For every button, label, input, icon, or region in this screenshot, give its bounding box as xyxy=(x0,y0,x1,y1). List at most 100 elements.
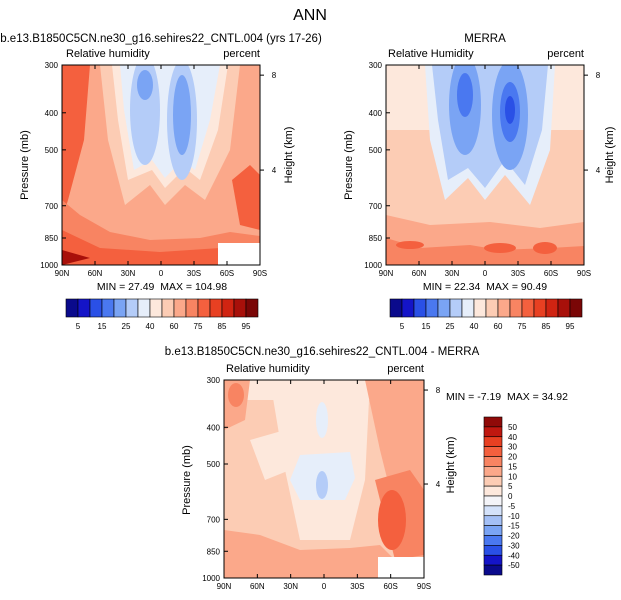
colorbar-label: 95 xyxy=(242,322,251,331)
colorbar-swatch xyxy=(209,298,223,318)
y-tick-label: 1000 xyxy=(40,261,58,270)
colorbar-swatch xyxy=(483,535,503,546)
colorbar-swatch xyxy=(89,298,103,318)
colorbar-label: 95 xyxy=(566,322,575,331)
colorbar-swatch xyxy=(101,298,115,318)
x-tick-label: 0 xyxy=(483,269,488,278)
panel-diff-left-subtitle: Relative humidity xyxy=(226,363,310,375)
colorbar-label: 5 xyxy=(400,322,405,331)
panel-model-y2label: Height (km) xyxy=(283,127,295,184)
colorbar-swatch xyxy=(173,298,187,318)
colorbar-swatch xyxy=(413,298,427,318)
colorbar-label: -20 xyxy=(508,532,520,541)
colorbar-swatch xyxy=(483,554,503,566)
colorbar-label: 0 xyxy=(508,492,513,501)
panel-model-title: b.e13.B1850C5CN.ne30_g16.sehires22_CNTL.… xyxy=(0,33,322,45)
colorbar-label: -10 xyxy=(508,512,520,521)
x-tick-label: 90S xyxy=(577,269,591,278)
y-tick-label: 700 xyxy=(369,202,383,211)
colorbar-label: -30 xyxy=(508,541,520,550)
y-tick-label: 400 xyxy=(207,423,221,432)
colorbar-label: -15 xyxy=(508,522,520,531)
x-tick-label: 30N xyxy=(445,269,460,278)
colorbar-swatch xyxy=(461,298,475,318)
y-tick-label: 500 xyxy=(207,460,221,469)
x-tick-label: 90S xyxy=(417,582,431,591)
colorbar-label: 40 xyxy=(470,322,479,331)
panel-model: b.e13.B1850C5CN.ne30_g16.sehires22_CNTL.… xyxy=(0,33,322,293)
colorbar-label: 25 xyxy=(446,322,455,331)
y-tick-label: 1000 xyxy=(364,261,382,270)
colorbar-swatch xyxy=(545,298,559,318)
colorbar-label: 15 xyxy=(508,462,517,471)
colorbar-swatch xyxy=(483,525,503,536)
colorbar-swatch xyxy=(233,298,247,318)
x-tick-label: 90N xyxy=(379,269,394,278)
x-tick-label: 30N xyxy=(121,269,136,278)
x-tick-label: 0 xyxy=(159,269,164,278)
y2-tick-label: 4 xyxy=(596,166,601,175)
colorbar-label: 30 xyxy=(508,443,517,452)
y2-tick-label: 8 xyxy=(272,71,277,80)
x-tick-label: 30N xyxy=(283,582,298,591)
panel-merra-axes: 90N 60N 30N 0 30S 60S 90S 300 400 500 700 850 1000 8 4 xyxy=(364,61,601,278)
colorbar-swatch xyxy=(569,298,583,318)
colorbar-swatch xyxy=(161,298,175,318)
colorbar-swatch xyxy=(485,298,499,318)
x-tick-label: 90N xyxy=(217,582,232,591)
y-tick-label: 300 xyxy=(369,61,383,70)
x-tick-label: 0 xyxy=(322,582,327,591)
x-tick-label: 30S xyxy=(187,269,201,278)
colorbar-swatch xyxy=(483,495,503,507)
y-tick-label: 400 xyxy=(369,109,383,118)
colorbar-swatch xyxy=(509,298,523,318)
colorbar-label: 75 xyxy=(518,322,527,331)
colorbar-swatch xyxy=(125,298,139,318)
panel-model-contours xyxy=(62,65,260,265)
colorbar-swatch xyxy=(437,298,451,318)
colorbar-swatch xyxy=(185,298,199,318)
colorbar-label: 60 xyxy=(170,322,179,331)
panel-diff-axes: 90N 60N 30N 0 30S 60S 90S 300 400 500 700 850 1000 8 4 xyxy=(202,376,441,591)
x-tick-label: 30S xyxy=(350,582,364,591)
x-tick-label: 60S xyxy=(544,269,558,278)
y-tick-label: 500 xyxy=(45,146,59,155)
colorbar-swatch xyxy=(425,298,439,318)
y2-tick-label: 4 xyxy=(436,480,441,489)
colorbar-label: -5 xyxy=(508,502,516,511)
colorbar-swatch xyxy=(483,545,503,556)
panel-diff-stats: MIN = -7.19 MAX = 34.92 xyxy=(446,391,568,403)
x-tick-label: 90S xyxy=(253,269,267,278)
colorbar-label: 20 xyxy=(508,453,517,462)
colorbar-merra: 5 15 25 40 60 75 85 95 xyxy=(389,298,583,331)
panel-merra: MERRA Relative Humidity percent 90N 60N 30… xyxy=(343,33,616,293)
y-tick-label: 850 xyxy=(207,547,221,556)
colorbar-swatch xyxy=(389,298,403,318)
colorbar-swatch xyxy=(221,298,235,318)
colorbar-label: 85 xyxy=(542,322,551,331)
y2-tick-label: 8 xyxy=(596,71,601,80)
panel-merra-contours xyxy=(386,65,584,265)
x-tick-label: 60N xyxy=(412,269,427,278)
x-tick-label: 60S xyxy=(220,269,234,278)
y2-tick-label: 4 xyxy=(272,166,277,175)
colorbar-swatch xyxy=(473,298,487,318)
panel-merra-y2label: Height (km) xyxy=(604,127,616,184)
colorbar-swatch xyxy=(77,298,91,318)
panel-merra-stats: MIN = 22.34 MAX = 90.49 xyxy=(423,281,547,293)
colorbar-swatch xyxy=(483,436,503,447)
colorbar-label: 50 xyxy=(508,423,517,432)
y-tick-label: 1000 xyxy=(202,574,220,583)
colorbar-label: 60 xyxy=(494,322,503,331)
panel-merra-ylabel: Pressure (mb) xyxy=(343,130,355,200)
y-tick-label: 850 xyxy=(369,234,383,243)
colorbar-label: 10 xyxy=(508,472,517,481)
panel-model-left-subtitle: Relative humidity xyxy=(66,48,150,60)
panel-merra-left-subtitle: Relative Humidity xyxy=(388,48,474,60)
colorbar-swatch xyxy=(65,298,79,318)
colorbar-swatch xyxy=(483,426,503,438)
colorbar-swatch xyxy=(137,298,151,318)
colorbar-swatch xyxy=(483,416,503,428)
y-tick-label: 400 xyxy=(45,109,59,118)
